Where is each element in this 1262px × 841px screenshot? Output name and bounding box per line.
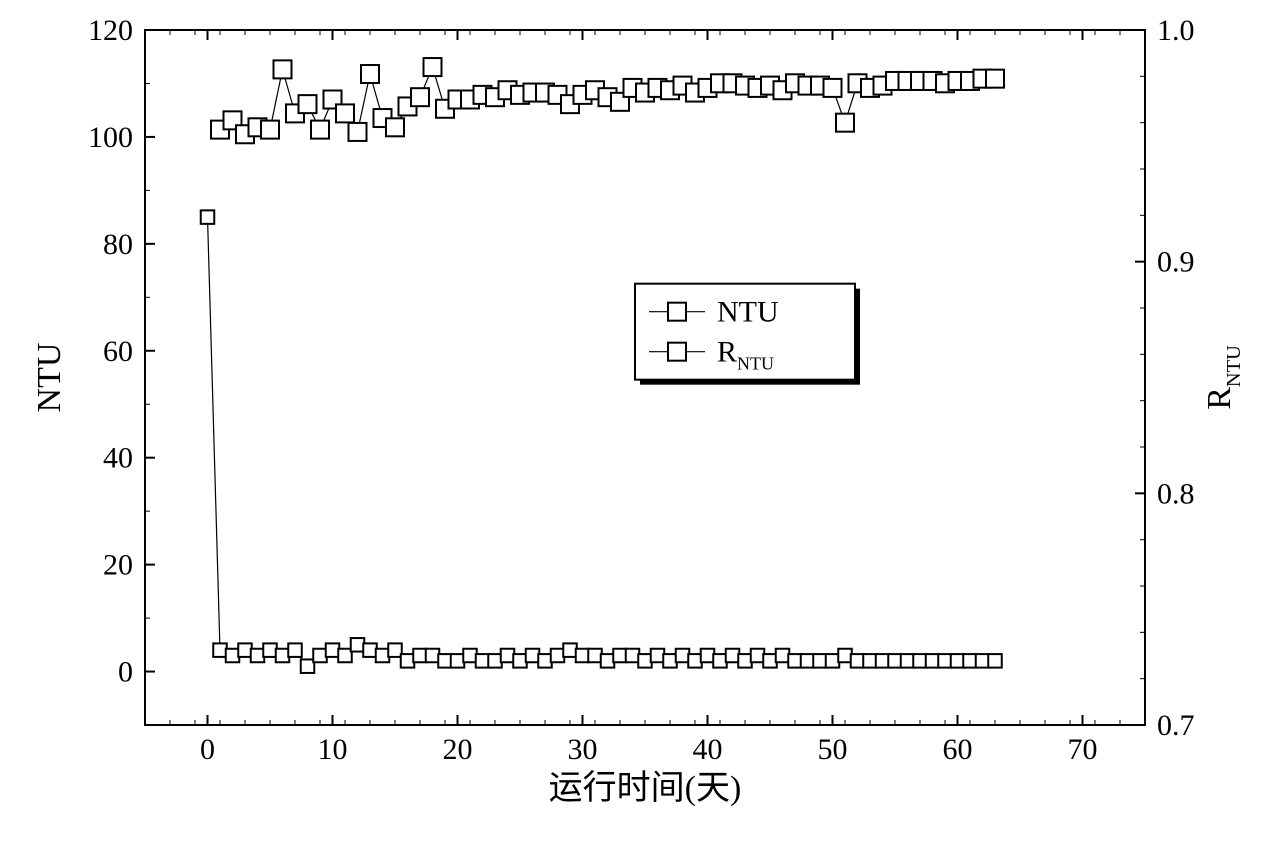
ntu-chart: 0 10 20 30 40 50 60 70 运行时间(天) 0 20 40 60 80 100 120 NTU… [0, 0, 1262, 841]
x-tick-label: 10 [318, 733, 348, 766]
x-tick-label: 60 [943, 733, 973, 766]
y-left-tick-label: 0 [118, 656, 133, 689]
y-left-tick-label: 120 [88, 14, 133, 47]
x-tick-label: 0 [200, 733, 215, 766]
legend-label: NTU [717, 296, 779, 329]
y-left-tick-label: 40 [103, 442, 133, 475]
y-right-tick-label: 0.7 [1157, 709, 1195, 742]
legend-marker-icon [668, 343, 686, 361]
y-left-axis-label: NTU [31, 343, 68, 413]
x-tick-label: 30 [568, 733, 598, 766]
y-right-tick-label: 0.9 [1157, 246, 1195, 279]
y-left-tick-label: 60 [103, 335, 133, 368]
y-right-tick-label: 0.8 [1157, 477, 1195, 510]
x-tick-label: 20 [443, 733, 473, 766]
x-axis-label: 运行时间(天) [549, 769, 742, 807]
y-left-tick-label: 80 [103, 228, 133, 261]
x-tick-label: 70 [1068, 733, 1098, 766]
y-left-tick-label: 20 [103, 549, 133, 582]
y-right-axis-label: RNTU [1201, 345, 1245, 410]
y-left-tick-label: 100 [88, 121, 133, 154]
legend-marker-icon [668, 303, 686, 321]
x-tick-label: 40 [693, 733, 723, 766]
series-markers-NTU_effluent [201, 210, 1002, 673]
svg-text:RNTU: RNTU [1201, 345, 1245, 410]
y-right-tick-label: 1.0 [1157, 14, 1195, 47]
x-tick-label: 50 [818, 733, 848, 766]
series-line-NTU_effluent [208, 217, 996, 666]
series-markers-R_NTU [211, 58, 1004, 143]
